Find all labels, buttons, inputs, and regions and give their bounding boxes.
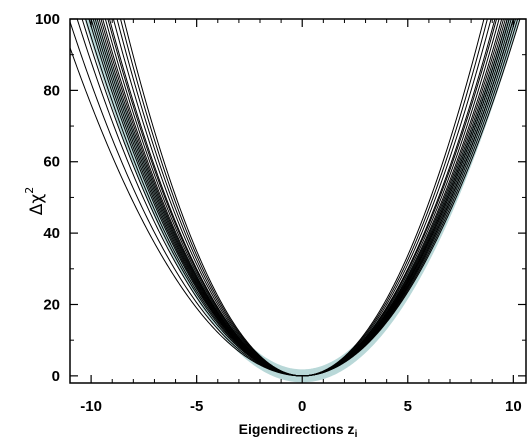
x-tick-label: 0 [298, 398, 306, 415]
y-tick-label: 40 [43, 225, 60, 242]
y-tick-label: 80 [43, 82, 60, 99]
curves-layer [70, 19, 521, 377]
x-tick-label: 10 [505, 398, 522, 415]
x-tick-label: -10 [80, 398, 102, 415]
y-axis-label-superscript: 2 [23, 187, 36, 194]
ticks-layer [69, 18, 526, 383]
series-line-20 [123, 19, 485, 377]
plot-frame [69, 18, 527, 384]
x-tick-label: -5 [190, 398, 203, 415]
y-tick-label: 60 [43, 154, 60, 171]
y-tick-label: 20 [43, 296, 60, 313]
y-tick-label: 0 [52, 368, 60, 385]
x-axis-label-text: Eigendirections z [239, 421, 355, 437]
y-tick-label: 100 [35, 11, 60, 28]
x-axis-label: Eigendirections zi [239, 421, 358, 439]
x-axis-label-subscript: i [355, 429, 358, 439]
y-axis-label: Δχ2 [23, 187, 47, 215]
x-tick-label: 5 [404, 398, 412, 415]
y-axis-label-text: Δχ [27, 194, 47, 216]
